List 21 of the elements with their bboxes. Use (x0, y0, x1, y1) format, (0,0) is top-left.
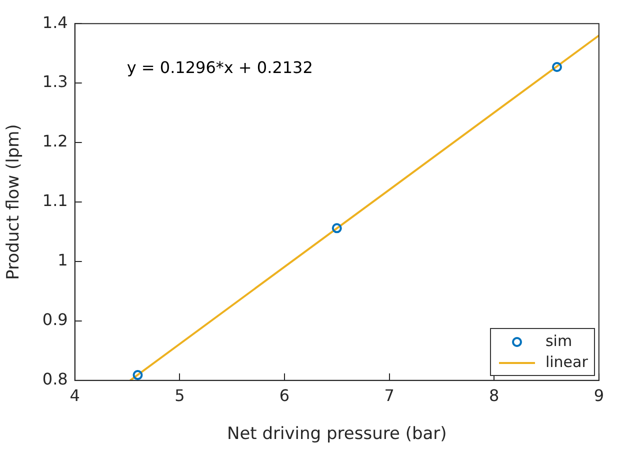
x-tick-label: 8 (489, 386, 500, 406)
x-tick-label: 5 (174, 386, 185, 406)
x-tick-label: 7 (384, 386, 394, 406)
x-tick-label: 4 (70, 386, 80, 406)
legend-label: linear (545, 352, 588, 374)
y-tick-label: 0.8 (42, 370, 68, 389)
legend-label: sim (545, 331, 572, 352)
y-tick-label: 0.9 (42, 310, 68, 330)
point (132, 370, 143, 380)
x-tick-label: 9 (594, 386, 604, 406)
x-tick-label: 6 (279, 386, 290, 406)
point (332, 223, 342, 234)
y-tick-label: 1.3 (42, 72, 68, 92)
x-axis-title: Net driving pressure (bar) (226, 424, 447, 444)
y-tick-label: 1.1 (42, 191, 68, 210)
y-tick-label: 1 (58, 250, 68, 270)
annotation: y = 0.1296*x + 0.2132 (126, 58, 313, 77)
y-tick-label: 1.4 (42, 12, 68, 32)
point (552, 62, 562, 72)
y-axis-title: Product flow (lpm) (4, 124, 24, 280)
y-tick-label: 1.2 (42, 132, 68, 151)
